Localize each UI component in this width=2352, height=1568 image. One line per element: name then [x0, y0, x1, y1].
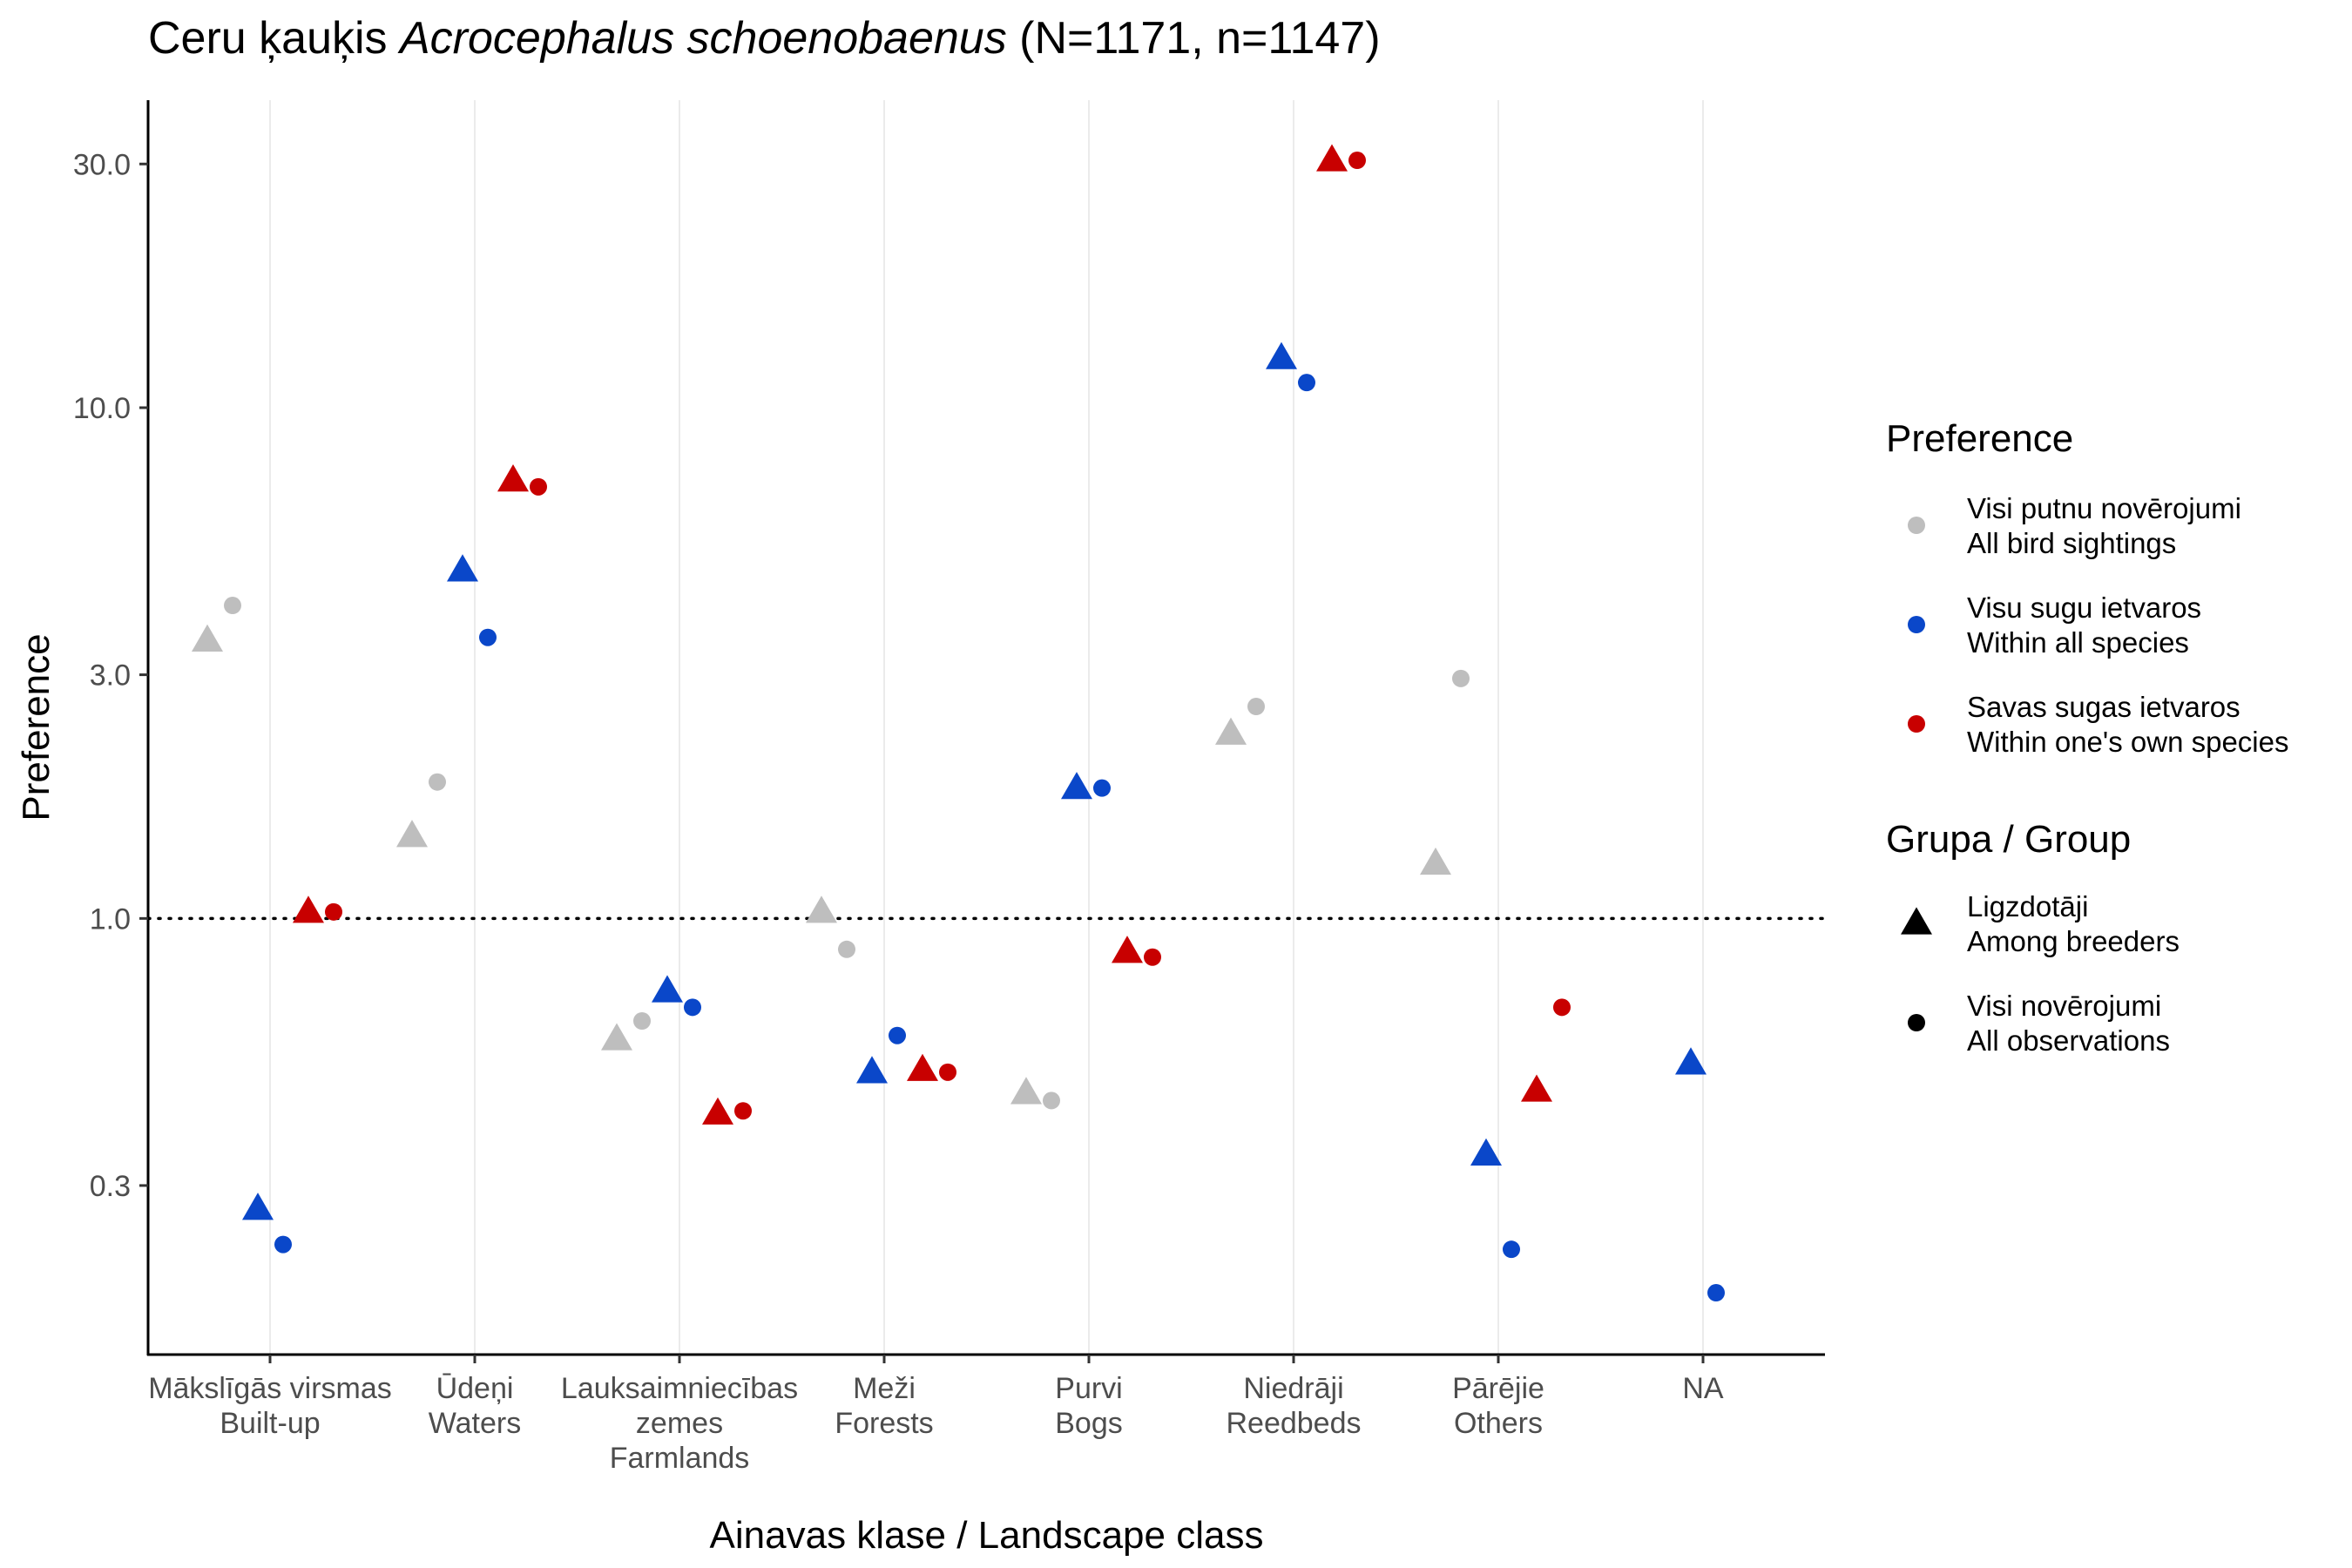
legend-key-own_species: [1908, 715, 1925, 733]
point-farmlands-all_species-breeders: [652, 975, 683, 1003]
x-tick-label-farmlands-0: Lauksaimniecības: [561, 1372, 798, 1405]
y-tick-label-0.3: 0.3: [90, 1170, 131, 1203]
point-forests-own_species-all_obs: [939, 1063, 956, 1081]
x-tick-label-bogs-1: Bogs: [1055, 1407, 1123, 1440]
point-builtup-all_bird-breeders: [192, 624, 223, 652]
y-tick-label-1.0: 1.0: [90, 902, 131, 936]
legend-label-own_species-1: Within one's own species: [1967, 726, 2288, 758]
legend-label-breeders-0: Ligzdotāji: [1967, 890, 2088, 923]
x-tick-label-reedbeds-0: Niedrāji: [1243, 1372, 1343, 1405]
point-forests-all_species-breeders: [856, 1056, 888, 1084]
legend-key-all_bird: [1908, 517, 1925, 534]
point-bogs-own_species-all_obs: [1144, 948, 1161, 966]
y-axis-title: Preference: [15, 633, 57, 821]
legend-label-all_obs-1: All observations: [1967, 1024, 2170, 1057]
point-forests-all_bird-all_obs: [838, 940, 855, 958]
y-tick-label-30.0: 30.0: [73, 148, 131, 181]
point-bogs-all_species-all_obs: [1093, 779, 1111, 797]
x-axis-title: Ainavas klase / Landscape class: [710, 1514, 1264, 1557]
point-forests-all_species-all_obs: [889, 1026, 906, 1044]
point-reedbeds-all_species-all_obs: [1298, 374, 1315, 392]
point-builtup-all_bird-all_obs: [224, 597, 241, 615]
x-tick-label-farmlands-1: zemes: [636, 1407, 723, 1440]
legend-key-breeders: [1901, 907, 1932, 935]
legend-key-all_obs: [1908, 1014, 1925, 1031]
point-reedbeds-own_species-all_obs: [1348, 152, 1366, 170]
legend-label-all_bird-1: All bird sightings: [1967, 527, 2176, 559]
chart-title-suffix: (N=1171, n=1147): [1006, 13, 1381, 64]
point-waters-all_species-all_obs: [479, 628, 497, 646]
point-others-all_bird-breeders: [1420, 847, 1451, 875]
point-others-all_bird-all_obs: [1452, 669, 1470, 687]
point-farmlands-own_species-all_obs: [734, 1102, 752, 1120]
point-na-all_species-all_obs: [1707, 1284, 1725, 1302]
point-farmlands-own_species-breeders: [702, 1097, 733, 1125]
legend-key-all_species: [1908, 616, 1925, 633]
y-tick-label-3.0: 3.0: [90, 659, 131, 693]
chart-title-species: Acrocephalus schoenobaenus: [400, 13, 1007, 64]
x-tick-label-waters-1: Waters: [429, 1407, 521, 1440]
x-tick-label-waters-0: Ūdeņi: [436, 1372, 514, 1405]
x-tick-label-farmlands-2: Farmlands: [610, 1442, 750, 1475]
x-tick-label-others-0: Pārējie: [1452, 1372, 1544, 1405]
point-bogs-all_bird-all_obs: [1043, 1092, 1060, 1110]
legend-group-title: Grupa / Group: [1886, 818, 2131, 861]
x-tick-label-others-1: Others: [1454, 1407, 1543, 1440]
x-tick-label-reedbeds-1: Reedbeds: [1226, 1407, 1361, 1440]
legend-label-all_bird-0: Visi putnu novērojumi: [1967, 492, 2241, 524]
point-others-own_species-all_obs: [1553, 998, 1571, 1017]
point-forests-own_species-breeders: [907, 1053, 938, 1081]
point-forests-all_bird-breeders: [806, 896, 837, 923]
point-reedbeds-all_species-breeders: [1266, 341, 1297, 369]
point-builtup-own_species-all_obs: [325, 902, 342, 921]
y-tick-label-10.0: 10.0: [73, 392, 131, 425]
point-bogs-all_species-breeders: [1061, 772, 1092, 800]
point-reedbeds-all_bird-all_obs: [1247, 698, 1265, 716]
point-bogs-own_species-breeders: [1112, 936, 1143, 963]
point-waters-all_bird-all_obs: [429, 773, 446, 791]
legend-label-all_obs-0: Visi novērojumi: [1967, 990, 2161, 1022]
chart-title-prefix: Ceru ķauķis: [148, 13, 400, 64]
point-reedbeds-own_species-breeders: [1316, 144, 1348, 172]
x-tick-label-forests-0: Meži: [853, 1372, 916, 1405]
point-others-own_species-breeders: [1521, 1074, 1552, 1102]
point-builtup-own_species-breeders: [293, 896, 324, 923]
point-bogs-all_bird-breeders: [1010, 1077, 1042, 1105]
point-na-all_species-breeders: [1675, 1047, 1707, 1075]
legend-label-all_species-1: Within all species: [1967, 626, 2189, 659]
x-tick-label-na-0: NA: [1682, 1372, 1724, 1405]
point-others-all_species-breeders: [1470, 1138, 1502, 1166]
point-builtup-all_species-breeders: [242, 1193, 274, 1220]
x-tick-label-builtup-1: Built-up: [220, 1407, 320, 1440]
x-tick-label-forests-1: Forests: [835, 1407, 933, 1440]
legend-preference-title: Preference: [1886, 417, 2073, 460]
point-builtup-all_species-all_obs: [274, 1235, 292, 1254]
point-waters-all_bird-breeders: [396, 820, 428, 848]
x-tick-label-bogs-0: Purvi: [1055, 1372, 1122, 1405]
x-tick-label-builtup-0: Mākslīgās virsmas: [148, 1372, 392, 1405]
legend-label-own_species-0: Savas sugas ietvaros: [1967, 691, 2240, 723]
point-others-all_species-all_obs: [1503, 1240, 1520, 1259]
point-farmlands-all_bird-breeders: [601, 1023, 632, 1051]
point-waters-own_species-all_obs: [530, 477, 547, 496]
point-farmlands-all_bird-all_obs: [633, 1011, 651, 1030]
point-waters-own_species-breeders: [497, 464, 529, 492]
point-reedbeds-all_bird-breeders: [1215, 717, 1247, 745]
legend-label-all_species-0: Visu sugu ietvaros: [1967, 591, 2201, 624]
chart-title: Ceru ķauķis Acrocephalus schoenobaenus (…: [148, 12, 1381, 64]
legend-label-breeders-1: Among breeders: [1967, 925, 2180, 957]
point-farmlands-all_species-all_obs: [684, 998, 701, 1017]
point-waters-all_species-breeders: [447, 554, 478, 582]
